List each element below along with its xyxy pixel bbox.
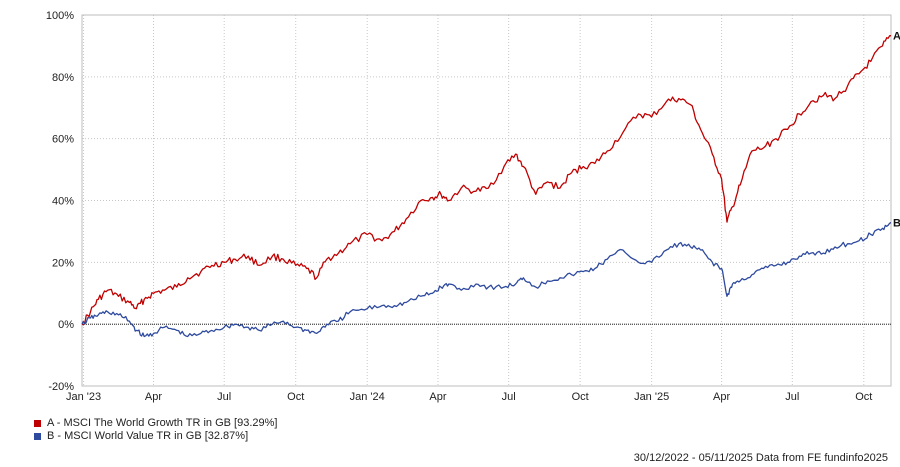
series-lines (81, 35, 892, 338)
legend-swatch-b (34, 433, 41, 440)
y-axis-tick-labels: -20% 0% 20% 40% 60% 80% 100% (46, 10, 74, 393)
x-tick-label: Oct (572, 391, 589, 403)
legend-label-a: A - MSCI The World Growth TR in GB [93.2… (47, 417, 278, 429)
x-tick-label: Jan '23 (66, 391, 101, 403)
y-tick-label: 0% (58, 319, 74, 331)
y-tick-label: 80% (52, 72, 74, 84)
date-range-source-note: 30/12/2022 - 05/11/2025 Data from FE fun… (633, 452, 888, 464)
series-line-a (81, 35, 892, 326)
x-tick-label: Apr (713, 391, 730, 403)
y-tick-label: 20% (52, 257, 74, 269)
x-tick-label: Oct (287, 391, 304, 403)
x-tick-label: Oct (855, 391, 872, 403)
series-end-labels: AB (893, 31, 900, 230)
series-end-label-a: A (893, 31, 900, 43)
series-end-label-b: B (893, 218, 900, 230)
x-tick-label: Jul (217, 391, 231, 403)
plot-frame (81, 14, 892, 387)
x-tick-label: Jan '24 (350, 391, 385, 403)
legend-item-a: A - MSCI The World Growth TR in GB [93.2… (34, 417, 277, 430)
x-tick-label: Jul (502, 391, 516, 403)
x-tick-label: Jan '25 (634, 391, 669, 403)
y-tick-label: 100% (46, 10, 74, 22)
x-tick-label: Apr (145, 391, 162, 403)
y-tick-label: 60% (52, 134, 74, 146)
y-tick-label: 40% (52, 196, 74, 208)
legend-swatch-a (34, 420, 41, 427)
legend-item-b: B - MSCI World Value TR in GB [32.87%] (34, 430, 277, 443)
y-tick-label: -20% (48, 381, 74, 393)
x-tick-label: Jul (785, 391, 799, 403)
x-axis-tick-labels: Jan '23 Apr Jul Oct Jan '24 Apr Jul Oct Jan '25 A… (66, 391, 872, 403)
legend: A - MSCI The World Growth TR in GB [93.2… (34, 417, 277, 443)
series-line-b (81, 221, 892, 338)
grid-lines (82, 14, 891, 387)
x-tick-label: Apr (429, 391, 446, 403)
legend-label-b: B - MSCI World Value TR in GB [32.87%] (47, 430, 249, 442)
